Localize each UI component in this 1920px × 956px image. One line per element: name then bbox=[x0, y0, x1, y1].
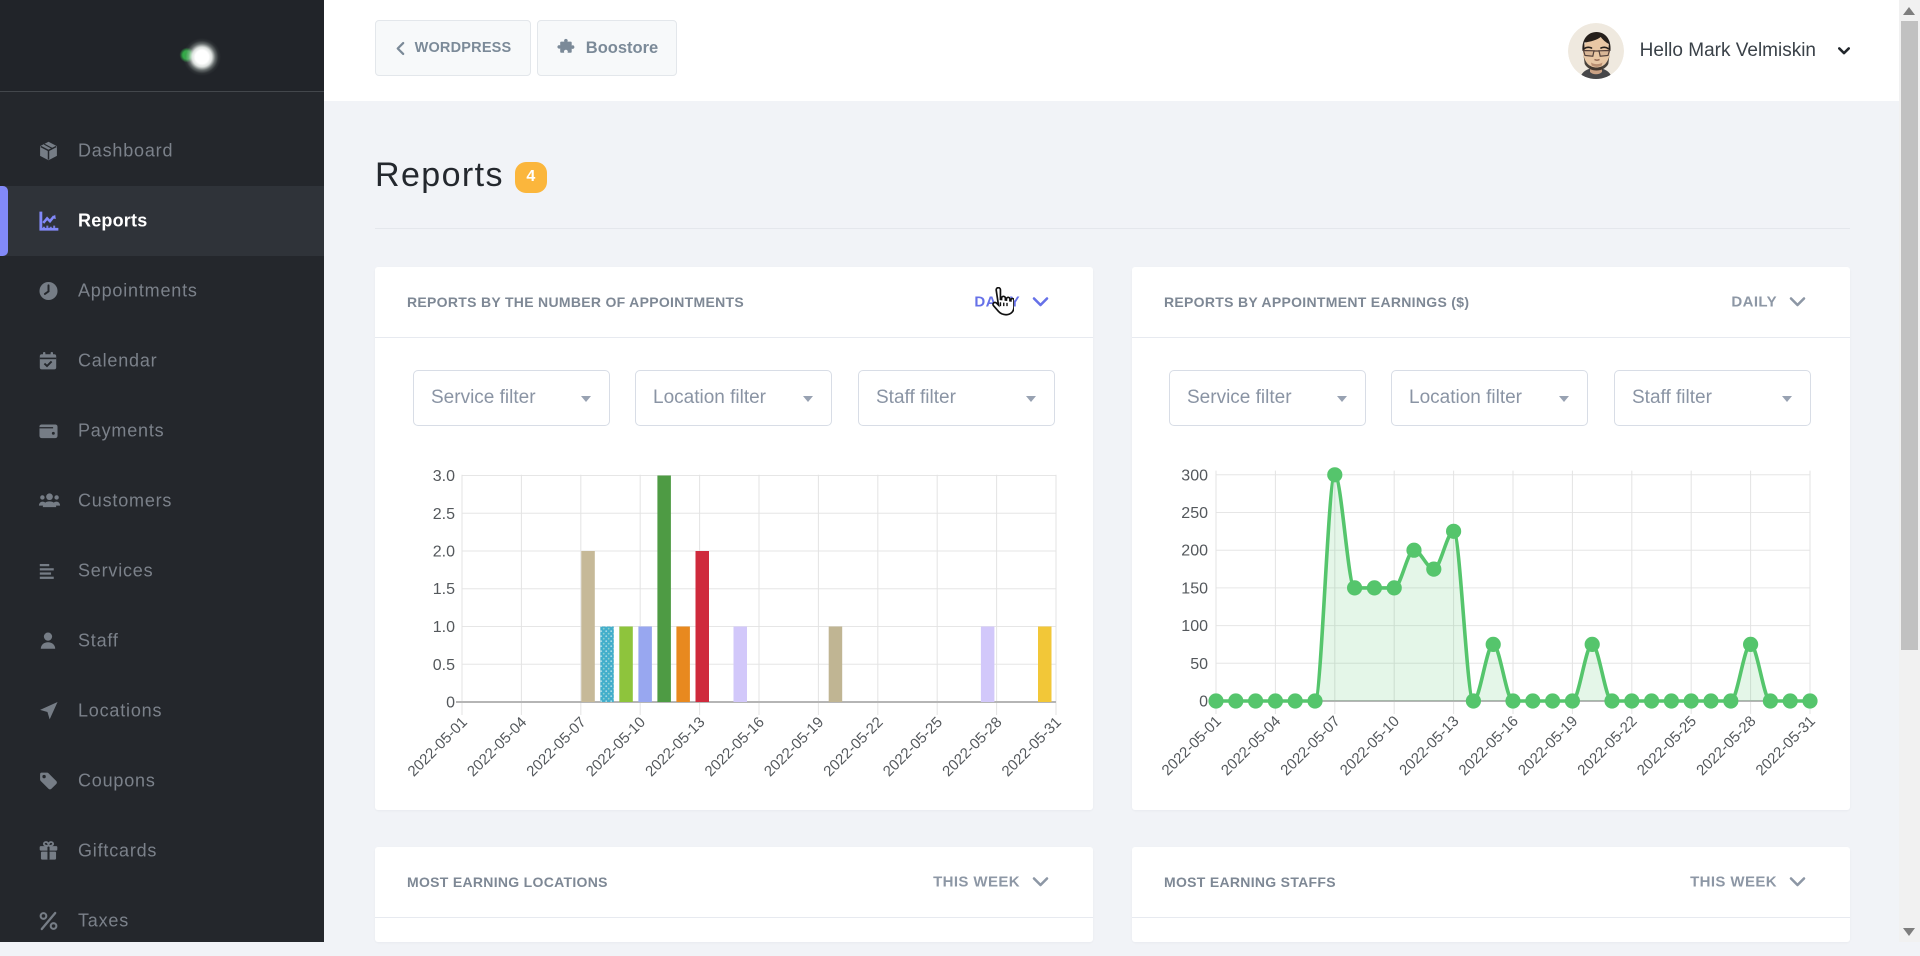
svg-text:100: 100 bbox=[1181, 618, 1208, 635]
svg-text:2022-05-07: 2022-05-07 bbox=[523, 714, 589, 780]
svg-text:2022-05-04: 2022-05-04 bbox=[464, 714, 530, 780]
svg-text:0.5: 0.5 bbox=[433, 657, 455, 674]
svg-text:2022-05-13: 2022-05-13 bbox=[642, 714, 708, 780]
svg-text:2022-05-31: 2022-05-31 bbox=[999, 714, 1065, 780]
svg-text:2.5: 2.5 bbox=[433, 506, 455, 523]
svg-text:0: 0 bbox=[1199, 694, 1208, 711]
svg-text:2022-05-25: 2022-05-25 bbox=[1634, 713, 1700, 779]
svg-text:2022-05-28: 2022-05-28 bbox=[1693, 713, 1759, 779]
svg-text:2022-05-22: 2022-05-22 bbox=[820, 714, 886, 780]
svg-text:0: 0 bbox=[446, 695, 455, 712]
svg-text:2022-05-10: 2022-05-10 bbox=[1337, 713, 1403, 779]
svg-text:2022-05-22: 2022-05-22 bbox=[1574, 713, 1640, 779]
svg-text:50: 50 bbox=[1190, 656, 1208, 673]
svg-text:2022-05-31: 2022-05-31 bbox=[1753, 713, 1819, 779]
svg-text:150: 150 bbox=[1181, 580, 1208, 597]
svg-text:2022-05-16: 2022-05-16 bbox=[702, 714, 768, 780]
svg-text:2022-05-16: 2022-05-16 bbox=[1456, 713, 1522, 779]
svg-text:2022-05-01: 2022-05-01 bbox=[405, 714, 471, 780]
svg-text:250: 250 bbox=[1181, 505, 1208, 522]
svg-text:1.5: 1.5 bbox=[433, 581, 455, 598]
svg-text:1.0: 1.0 bbox=[433, 619, 455, 636]
svg-text:2022-05-25: 2022-05-25 bbox=[880, 714, 946, 780]
svg-text:2022-05-28: 2022-05-28 bbox=[939, 714, 1005, 780]
svg-text:2022-05-04: 2022-05-04 bbox=[1218, 713, 1284, 779]
svg-text:2022-05-10: 2022-05-10 bbox=[583, 714, 649, 780]
svg-text:300: 300 bbox=[1181, 467, 1208, 484]
svg-text:2022-05-01: 2022-05-01 bbox=[1159, 713, 1225, 779]
svg-text:3.0: 3.0 bbox=[433, 468, 455, 485]
svg-text:2022-05-19: 2022-05-19 bbox=[1515, 713, 1581, 779]
svg-text:2022-05-13: 2022-05-13 bbox=[1396, 713, 1462, 779]
svg-text:200: 200 bbox=[1181, 543, 1208, 560]
svg-text:2.0: 2.0 bbox=[433, 544, 455, 561]
svg-text:2022-05-07: 2022-05-07 bbox=[1277, 713, 1343, 779]
svg-text:2022-05-19: 2022-05-19 bbox=[761, 714, 827, 780]
